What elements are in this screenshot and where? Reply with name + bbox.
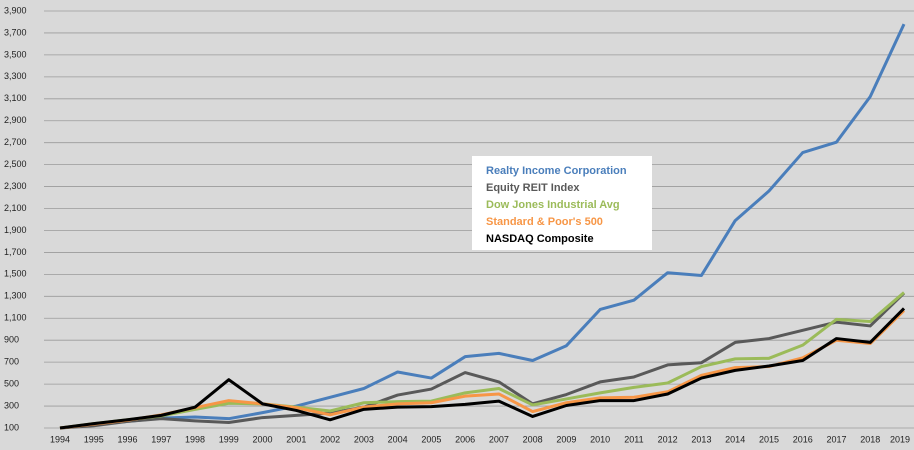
x-tick-label: 1994 (50, 434, 70, 444)
y-tick-label: 3,700 (4, 27, 27, 37)
series-line (59, 291, 905, 430)
x-tick-label: 2006 (455, 434, 475, 444)
y-tick-label: 2,700 (4, 137, 27, 147)
series-line (59, 23, 906, 430)
x-tick-label: 1996 (118, 434, 138, 444)
y-tick-label: 3,500 (4, 49, 27, 59)
y-tick-label: 2,500 (4, 159, 27, 169)
x-tick-label: 1999 (219, 434, 239, 444)
y-tick-label: 1,700 (4, 247, 27, 257)
y-tick-label: 1,300 (4, 291, 27, 301)
x-tick-label: 2015 (759, 434, 779, 444)
y-tick-label: 3,900 (4, 5, 27, 15)
legend-entry: Dow Jones Industrial Avg (486, 199, 620, 211)
legend-entry: NASDAQ Composite (486, 233, 594, 245)
x-tick-label: 2008 (523, 434, 543, 444)
x-tick-label: 2002 (320, 434, 340, 444)
series-line (59, 291, 906, 430)
y-tick-label: 500 (4, 378, 19, 388)
y-tick-label: 300 (4, 400, 19, 410)
x-tick-label: 2001 (286, 434, 306, 444)
x-tick-label: 2007 (489, 434, 509, 444)
y-tick-label: 2,300 (4, 181, 27, 191)
legend-entry: Realty Income Corporation (486, 165, 627, 177)
y-tick-label: 3,300 (4, 71, 27, 81)
x-tick-label: 2018 (860, 434, 880, 444)
y-tick-label: 700 (4, 357, 19, 367)
x-tick-label: 2004 (388, 434, 408, 444)
y-tick-label: 900 (4, 335, 19, 345)
series-line (59, 307, 906, 430)
x-tick-label: 2014 (725, 434, 745, 444)
y-tick-label: 1,500 (4, 269, 27, 279)
y-tick-label: 2,900 (4, 115, 27, 125)
x-tick-label: 1998 (185, 434, 205, 444)
y-tick-label: 2,100 (4, 203, 27, 213)
x-tick-label: 2000 (253, 434, 273, 444)
x-tick-label: 2010 (590, 434, 610, 444)
y-tick-label: 1,900 (4, 225, 27, 235)
x-tick-label: 2009 (556, 434, 576, 444)
legend-entry: Standard & Poor's 500 (486, 216, 603, 228)
x-tick-label: 1995 (84, 434, 104, 444)
x-tick-label: 2019 (890, 434, 910, 444)
x-tick-label: 2016 (793, 434, 813, 444)
legend-box (472, 156, 652, 250)
y-tick-label: 100 (4, 422, 19, 432)
y-tick-label: 1,100 (4, 313, 27, 323)
x-tick-label: 2011 (624, 434, 643, 444)
x-tick-label: 2003 (354, 434, 374, 444)
legend-entry: Equity REIT Index (486, 182, 580, 194)
x-tick-label: 2012 (658, 434, 678, 444)
x-tick-label: 1997 (151, 434, 171, 444)
x-tick-label: 2005 (421, 434, 441, 444)
x-tick-label: 2017 (826, 434, 846, 444)
x-tick-label: 2013 (691, 434, 711, 444)
y-tick-label: 3,100 (4, 93, 27, 103)
